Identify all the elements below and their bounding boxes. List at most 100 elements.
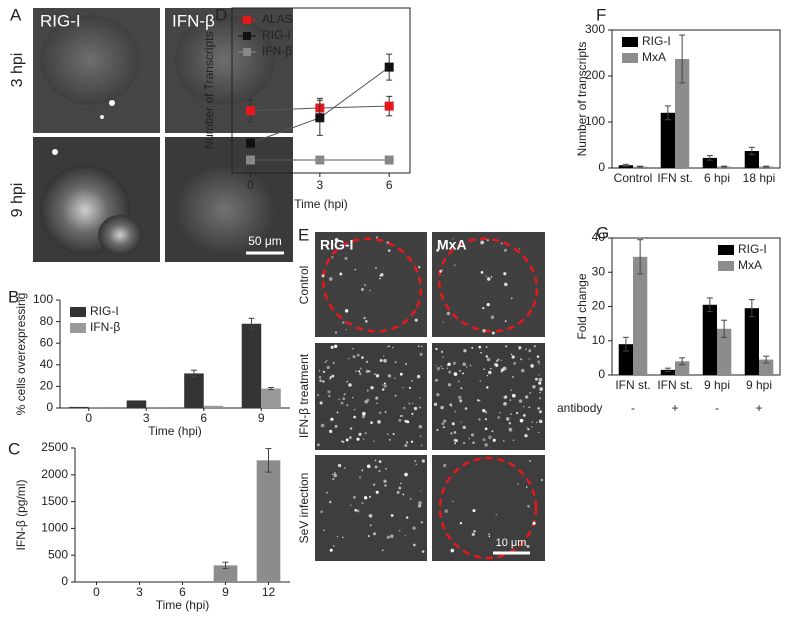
y-tick-label: 2500 — [41, 440, 68, 454]
speck — [398, 418, 402, 422]
x-tick-label: IFN st. — [615, 378, 650, 392]
speck — [394, 394, 397, 397]
x-tick-label: 3 — [317, 178, 324, 192]
speck — [331, 255, 334, 259]
speck — [378, 411, 382, 414]
speck — [472, 441, 475, 444]
speck — [329, 429, 333, 434]
speck — [369, 289, 371, 292]
speck — [334, 238, 339, 242]
speck — [469, 364, 472, 367]
speck — [420, 444, 423, 447]
y-tick-label: 0 — [46, 400, 53, 414]
speck — [450, 405, 453, 408]
panel-letter: E — [298, 225, 309, 244]
speck — [518, 399, 523, 403]
x-axis-label: Time (hpi) — [294, 197, 348, 211]
speck — [486, 374, 488, 377]
speck — [480, 240, 484, 245]
speck — [344, 467, 346, 469]
point — [384, 155, 394, 165]
speck — [343, 394, 345, 396]
speck — [519, 419, 521, 421]
speck — [525, 486, 528, 488]
speck — [418, 424, 423, 429]
speck — [485, 355, 489, 358]
speck — [417, 504, 422, 508]
speck — [378, 470, 381, 473]
speck — [504, 282, 508, 287]
speck — [446, 311, 451, 316]
speck — [364, 400, 369, 404]
speck — [386, 346, 388, 348]
speck — [373, 440, 375, 442]
speck — [409, 498, 412, 500]
speck — [486, 357, 491, 362]
speck — [436, 248, 440, 252]
speck — [319, 401, 323, 405]
speck — [330, 417, 334, 421]
speck — [417, 345, 420, 348]
speck — [439, 270, 442, 273]
y-tick-label: 0 — [598, 160, 605, 174]
speck — [329, 548, 333, 552]
speck — [328, 394, 331, 398]
speck — [408, 386, 412, 389]
speck — [459, 369, 462, 372]
speck — [478, 418, 481, 421]
speck — [404, 443, 408, 448]
speck — [538, 377, 543, 382]
speck — [354, 268, 356, 271]
speck — [464, 407, 468, 410]
speck — [318, 370, 321, 372]
bar — [126, 400, 147, 408]
speck — [352, 396, 354, 399]
y-tick-label: 200 — [585, 68, 605, 82]
speck — [421, 459, 426, 463]
speck — [440, 269, 443, 272]
speck — [354, 508, 357, 512]
x-tick-label: 0 — [93, 585, 100, 599]
x-tick-label: 6 — [386, 178, 393, 192]
bar — [184, 373, 204, 408]
legend-label: RIG-I — [738, 242, 767, 256]
speck — [399, 372, 403, 376]
x-tick-label: 6 hpi — [704, 171, 730, 185]
speck — [500, 359, 502, 362]
speck — [538, 431, 540, 433]
speck — [363, 496, 368, 500]
speck — [527, 504, 530, 508]
speck — [394, 377, 396, 379]
speck — [495, 363, 499, 367]
speck — [533, 345, 537, 348]
x-tick-label: 12 — [262, 585, 276, 599]
speck — [413, 406, 418, 411]
speck — [484, 427, 488, 431]
speck — [344, 393, 346, 395]
error-bar — [721, 165, 728, 168]
speck — [402, 493, 405, 496]
speck — [520, 358, 523, 361]
cell — [40, 15, 140, 105]
speck — [485, 346, 488, 348]
speck — [508, 427, 511, 430]
speck — [324, 361, 327, 364]
speck — [326, 365, 330, 370]
error-bar — [622, 336, 629, 352]
speck — [356, 437, 360, 441]
speck — [504, 345, 508, 348]
y-tick-label: 1000 — [41, 521, 68, 535]
error-bar — [622, 163, 629, 167]
x-tick-label: 0 — [247, 178, 254, 192]
speck — [338, 398, 341, 401]
speck — [517, 483, 519, 485]
bar — [241, 323, 262, 408]
error-bar — [265, 448, 272, 473]
speck — [386, 241, 389, 244]
speck — [410, 440, 414, 443]
speck — [363, 316, 366, 320]
speck — [537, 407, 540, 410]
speck — [436, 393, 440, 397]
x-axis-label: Time (hpi) — [156, 598, 210, 612]
